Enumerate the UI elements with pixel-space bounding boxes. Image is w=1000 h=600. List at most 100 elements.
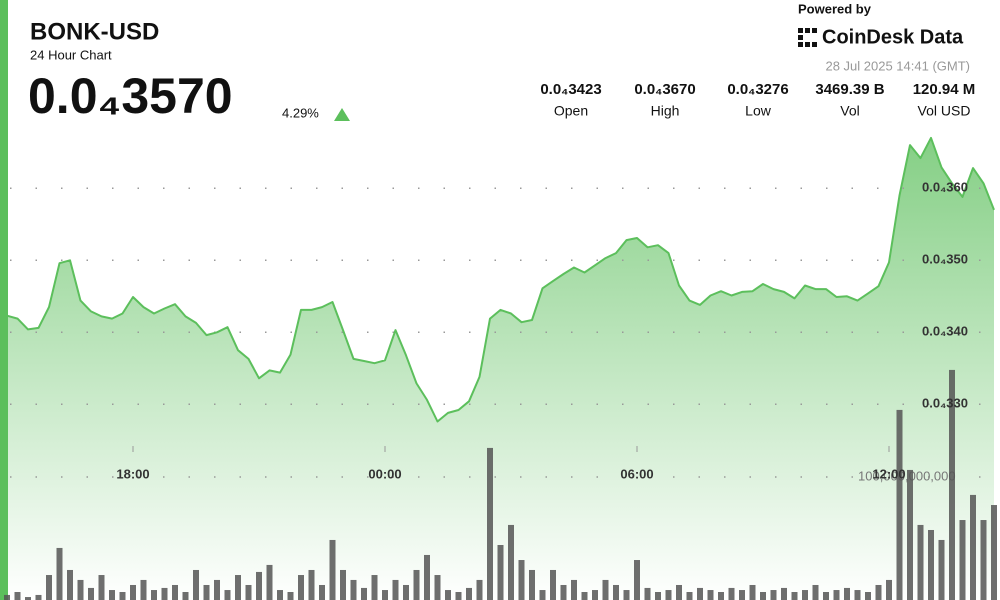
volume-bar xyxy=(833,590,840,600)
volume-bar xyxy=(581,592,588,600)
volume-bar xyxy=(77,579,84,600)
volume-bar xyxy=(665,590,672,600)
volume-bar xyxy=(602,579,609,600)
volume-bar xyxy=(539,590,546,600)
x-tick-label: 18:00 xyxy=(116,466,149,481)
volume-bar xyxy=(928,529,934,600)
volume-bar xyxy=(445,590,451,600)
volume-bar xyxy=(361,587,367,600)
price-line xyxy=(6,136,995,423)
timestamp: 28 Jul 2025 14:41 (GMT) xyxy=(825,58,970,73)
volume-bar xyxy=(697,587,703,600)
volume-bar xyxy=(329,539,336,600)
volume-bar xyxy=(739,590,745,600)
volume-bar xyxy=(823,592,829,600)
volume-bar xyxy=(277,590,283,600)
volume-bar xyxy=(298,575,304,600)
volume-bar xyxy=(854,590,861,600)
powered-by: Powered by xyxy=(798,1,872,16)
volume-bar xyxy=(413,569,420,600)
up-arrow xyxy=(334,108,350,121)
volume-bar xyxy=(529,569,535,600)
change: 4.29% xyxy=(282,105,319,120)
volume-bar xyxy=(728,587,735,600)
volume-bar xyxy=(287,592,294,600)
volume-bar xyxy=(497,545,504,600)
volume-bar xyxy=(592,590,598,600)
volume-bar xyxy=(613,584,619,600)
volume-bar xyxy=(644,587,651,600)
volume-bar xyxy=(980,520,987,600)
volume-bar xyxy=(214,579,220,600)
volume-bar xyxy=(203,584,210,600)
volume-bar xyxy=(67,569,73,600)
volume-bar xyxy=(970,494,976,600)
volume-bar xyxy=(35,594,42,600)
x-tick-label: 00:00 xyxy=(368,466,401,481)
volume-bar xyxy=(959,520,966,600)
accent-bar xyxy=(0,0,8,600)
volume-bar xyxy=(749,584,756,600)
volume-bar xyxy=(130,584,136,600)
x-tick-label: 12:00 xyxy=(872,466,905,481)
volume-bar xyxy=(802,590,808,600)
x-tick-label: 06:00 xyxy=(620,466,653,481)
stats: 0.0₄3423 Open 0.0₄3670 High 0.0₄3276 Low 3469.… xyxy=(540,81,975,119)
volume-bar xyxy=(266,564,273,600)
volume-bar xyxy=(434,575,441,600)
stat-label: High xyxy=(651,103,680,119)
y2-tick-label: 100,000,000,000 xyxy=(858,468,956,483)
volume-bar xyxy=(182,592,189,600)
volume-bar xyxy=(392,579,399,600)
volume-bar xyxy=(917,524,924,600)
volume-bar xyxy=(938,539,945,600)
volume-bar xyxy=(686,592,693,600)
volume-bar xyxy=(896,409,903,600)
price-area xyxy=(7,137,994,600)
y-tick-label: 0.0₄330 xyxy=(922,396,968,411)
volume-bar xyxy=(508,524,514,600)
volume-bar xyxy=(25,597,31,600)
volume-bar xyxy=(707,590,714,600)
volume-bar xyxy=(119,592,126,600)
stat-label: Low xyxy=(745,103,772,119)
volume-bar xyxy=(518,560,525,600)
volume-bar xyxy=(308,569,315,600)
volume-bar xyxy=(350,579,357,600)
price: 0.0₄3570 xyxy=(28,68,233,124)
stat-value: 0.0₄3276 xyxy=(727,81,788,98)
volume-bar xyxy=(770,590,777,600)
volume-bar xyxy=(319,584,325,600)
volume-bar xyxy=(256,571,262,600)
volume-bar xyxy=(371,575,378,600)
volume-bar xyxy=(907,469,913,600)
volume-bar xyxy=(172,584,178,600)
stat-value: 3469.39 B xyxy=(815,81,884,98)
logo-icon xyxy=(798,28,817,47)
volume-bar xyxy=(844,587,850,600)
volume-bar xyxy=(98,575,105,600)
volume-bar xyxy=(886,579,892,600)
stat-label: Vol xyxy=(840,103,859,119)
stat-value: 0.0₄3670 xyxy=(634,81,695,98)
volume-bar xyxy=(46,575,52,600)
volume-bar xyxy=(466,587,472,600)
title: BONK-USD xyxy=(30,18,159,45)
y-tick-label: 0.0₄340 xyxy=(922,324,968,339)
volume-bar xyxy=(991,505,997,600)
volume-bar xyxy=(760,592,766,600)
volume-bar xyxy=(781,587,787,600)
volume-bar xyxy=(812,584,819,600)
volume-bar xyxy=(151,590,157,600)
volume-bar xyxy=(56,547,63,600)
volume-bar xyxy=(424,554,430,600)
stat-value: 0.0₄3423 xyxy=(540,81,601,98)
volume-bar xyxy=(487,447,493,600)
stat-label: Open xyxy=(554,103,588,119)
volume-bar xyxy=(340,569,346,600)
brand: CoinDesk Data xyxy=(822,26,964,48)
volume-bar xyxy=(875,584,882,600)
volume-bar xyxy=(382,590,388,600)
volume-bar xyxy=(455,592,462,600)
